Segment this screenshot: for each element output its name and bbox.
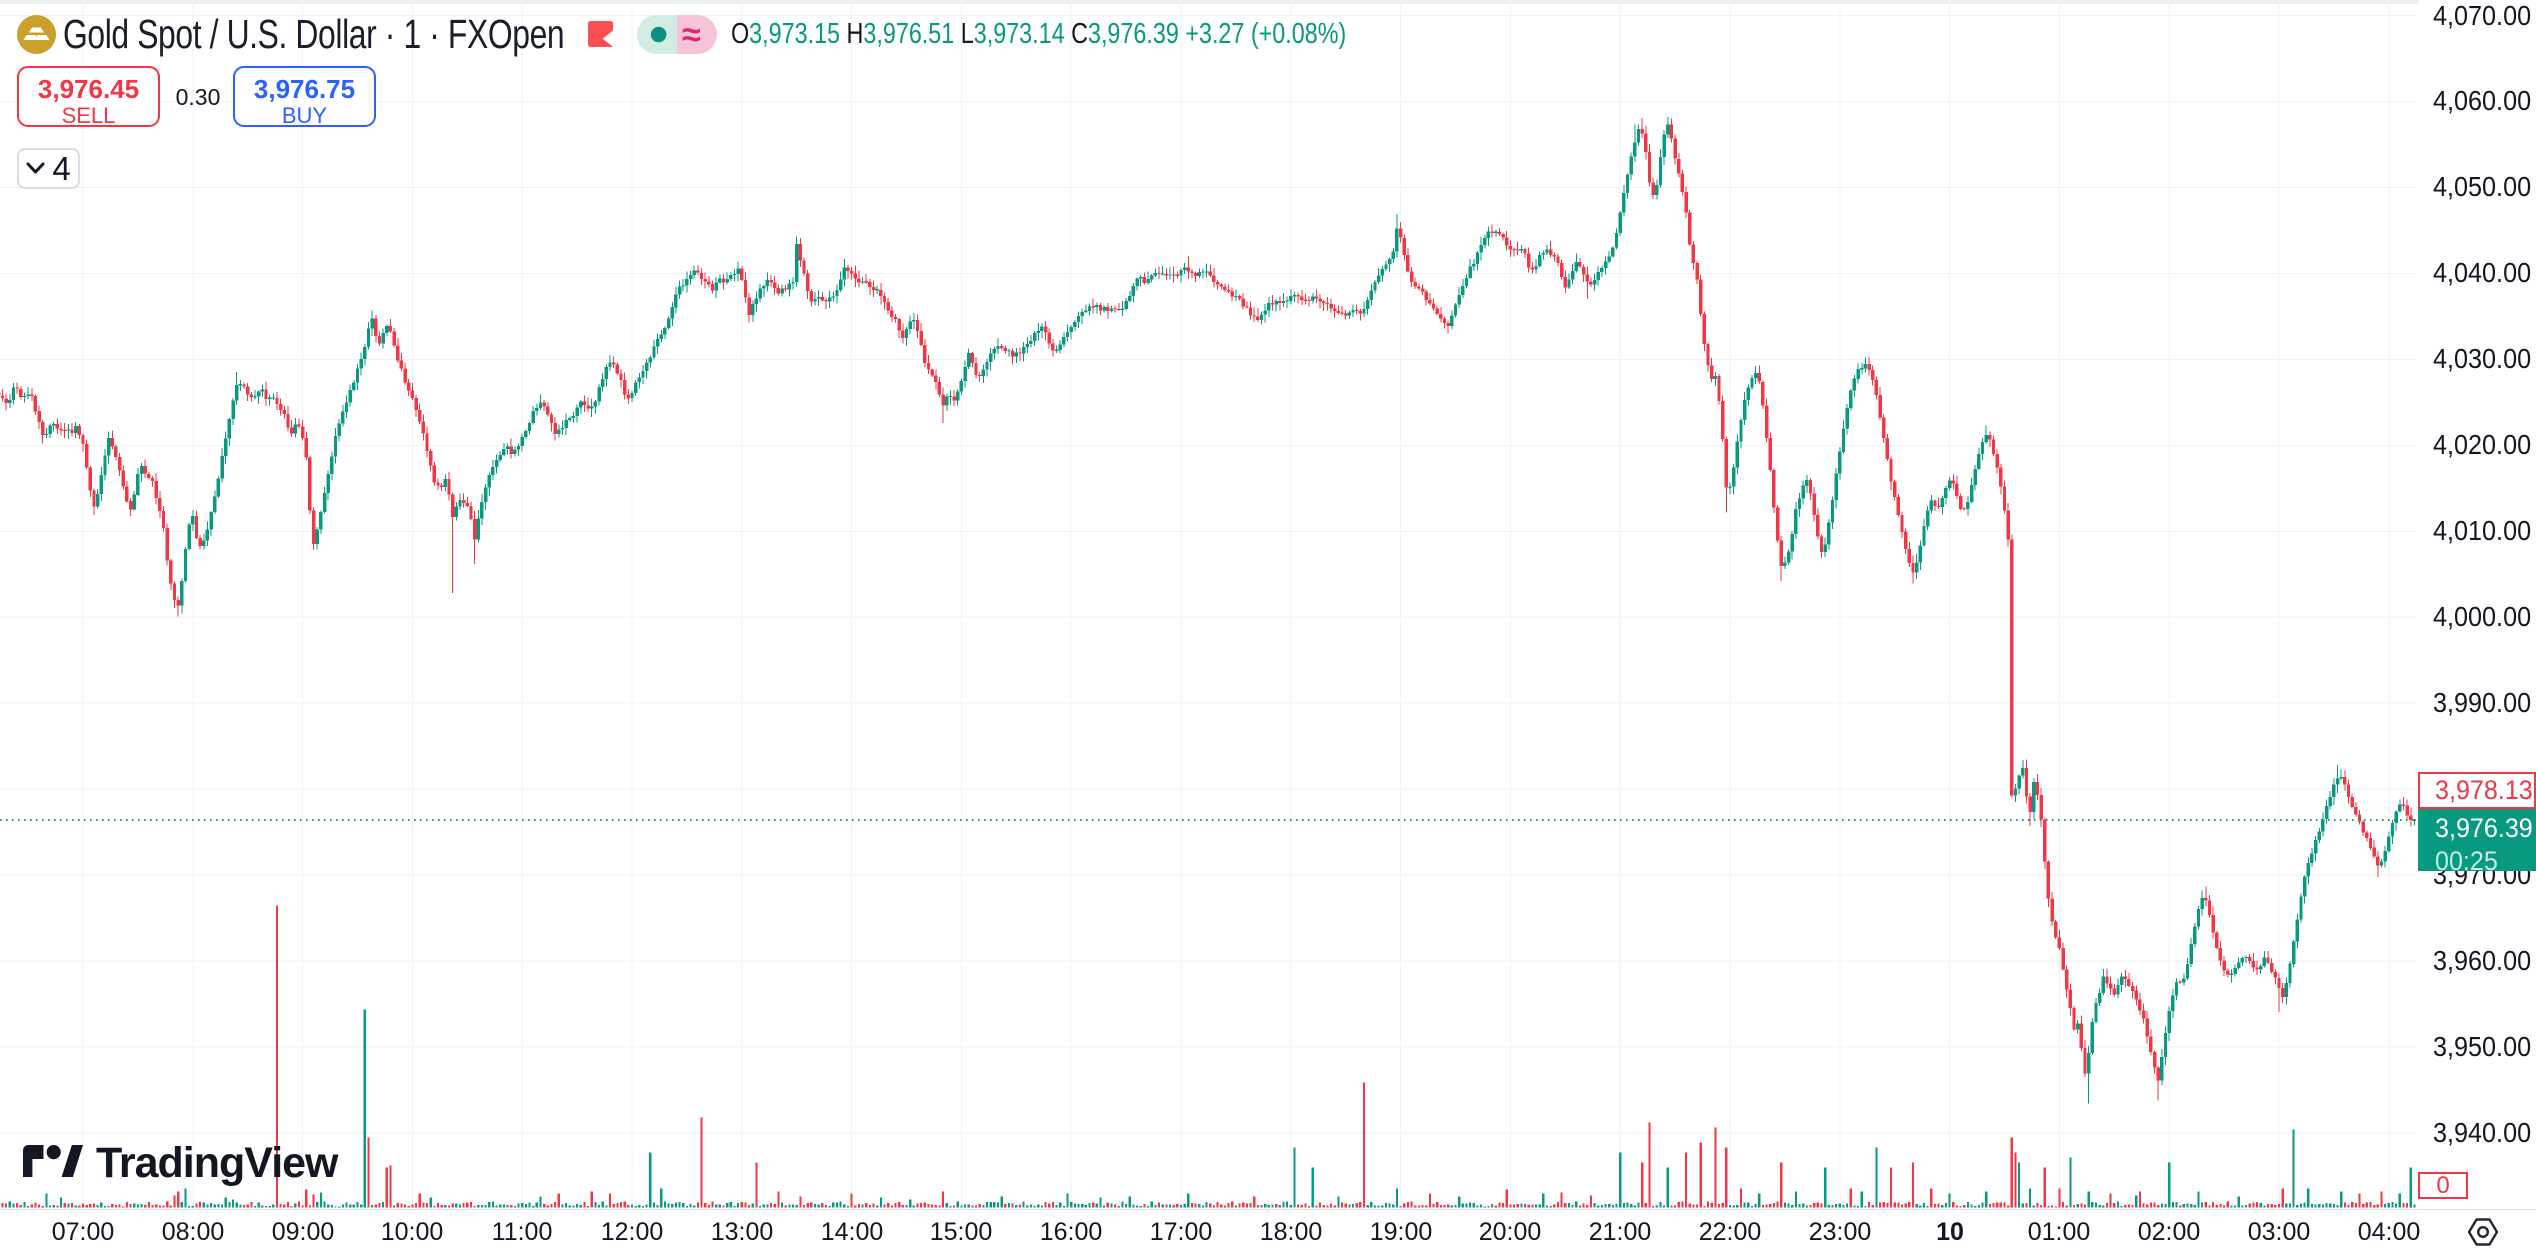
svg-text:≈: ≈ — [682, 16, 701, 54]
svg-text:TradingView: TradingView — [96, 1145, 339, 1187]
